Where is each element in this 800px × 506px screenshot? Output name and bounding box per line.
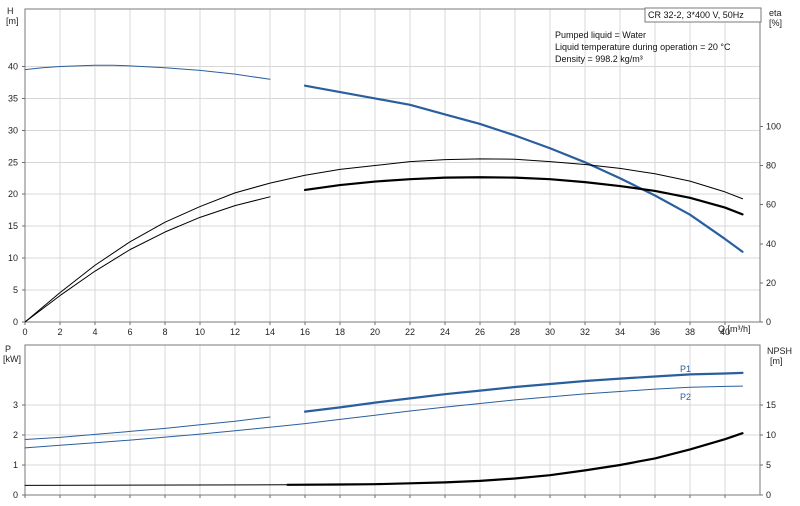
upper-x-tick-label-3: 6: [127, 327, 132, 337]
lower-panel-frame: [24, 344, 761, 496]
lower-left-y-label-line-2: [kW]: [3, 354, 21, 364]
upper-x-tick-label-17: 34: [615, 327, 625, 337]
upper-left-y-tick-label-3: 15: [8, 221, 18, 231]
upper-x-tick-label-14: 28: [510, 327, 520, 337]
lower-right-y-tick-label-0: 0: [766, 490, 771, 500]
upper-x-tick-label-8: 16: [300, 327, 310, 337]
p2-series-label: P2: [680, 392, 691, 402]
lower-left-y-tick-label-3: 3: [13, 400, 18, 410]
upper-series-0-curve: [24, 64, 271, 80]
upper-left-y-tick-label-7: 35: [8, 93, 18, 103]
upper-left-y-label-line-1: H: [7, 6, 14, 16]
header-box: [644, 7, 762, 23]
upper-left-y-tick-label-4: 20: [8, 189, 18, 199]
upper-x-tick-label-6: 12: [230, 327, 240, 337]
upper-x-tick-label-10: 20: [370, 327, 380, 337]
upper-left-y-tick-label-1: 5: [13, 285, 18, 295]
upper-x-tick-label-4: 8: [162, 327, 167, 337]
upper-x-tick-label-1: 2: [57, 327, 62, 337]
upper-right-y-label-line-2: [%]: [769, 18, 782, 28]
upper-x-tick-label-20: 40: [720, 327, 730, 337]
lower-series-0-operating-range: [303, 371, 744, 413]
lower-left-y-tick-label-2: 2: [13, 430, 18, 440]
lower-series-2-curve: [24, 484, 288, 486]
lower-right-y-label-line-1: NPSH: [767, 346, 792, 356]
annotation-pumped-liquid: Pumped liquid = Water: [555, 30, 646, 40]
lower-right-y-tick-label-1: 5: [766, 460, 771, 470]
upper-right-y-tick-label-1: 20: [766, 278, 776, 288]
lower-right-y-label-line-2: [m]: [770, 356, 783, 366]
upper-series-layer: [24, 64, 744, 323]
lower-series-layer: [24, 371, 744, 486]
lower-left-y-tick-label-1: 1: [13, 460, 18, 470]
upper-x-tick-label-16: 32: [580, 327, 590, 337]
header-box-text: CR 32-2, 3*400 V, 50Hz: [648, 10, 744, 20]
upper-x-tick-label-11: 22: [405, 327, 415, 337]
upper-x-tick-label-7: 14: [265, 327, 275, 337]
lower-series-0-curve: [24, 416, 271, 440]
upper-right-y-tick-label-0: 0: [766, 317, 771, 327]
upper-right-y-tick-label-5: 100: [766, 121, 781, 131]
upper-x-tick-label-5: 10: [195, 327, 205, 337]
upper-left-y-tick-label-0: 0: [13, 317, 18, 327]
annotation-liquid-temperature: Liquid temperature during operation = 20…: [555, 42, 731, 52]
upper-left-y-tick-label-6: 30: [8, 125, 18, 135]
upper-x-tick-label-13: 26: [475, 327, 485, 337]
lower-right-y-tick-label-3: 15: [766, 400, 776, 410]
upper-x-axis-label: Q [m³/h]: [718, 324, 751, 334]
upper-series-2-operating-range: [303, 176, 744, 216]
lower-series-1-curve: [24, 385, 743, 449]
lower-right-y-tick-label-2: 10: [766, 430, 776, 440]
upper-tick-layer: 0 2 4 6 8 10 12 14 16 18 20 22 24 26 28 30 32 34 36 38 40051…: [8, 61, 781, 337]
upper-series-0-operating-range: [303, 84, 744, 253]
lower-tick-layer: 0 1 2 3 0 5 10 15: [13, 400, 776, 500]
lower-series-2-operating-range: [286, 432, 744, 486]
upper-x-tick-label-19: 38: [685, 327, 695, 337]
upper-left-y-tick-label-5: 25: [8, 157, 18, 167]
upper-right-y-tick-label-4: 80: [766, 161, 776, 171]
upper-x-tick-label-0: 0: [22, 327, 27, 337]
upper-x-tick-label-15: 30: [545, 327, 555, 337]
lower-left-y-tick-label-0: 0: [13, 490, 18, 500]
upper-x-tick-label-2: 4: [92, 327, 97, 337]
upper-series-1-curve: [24, 158, 743, 323]
upper-series-2-curve: [24, 196, 271, 323]
upper-x-tick-label-18: 36: [650, 327, 660, 337]
upper-x-tick-label-9: 18: [335, 327, 345, 337]
upper-left-y-tick-label-2: 10: [8, 253, 18, 263]
upper-right-y-label-line-1: eta: [769, 8, 782, 18]
upper-x-tick-label-12: 24: [440, 327, 450, 337]
annotation-density: Density = 998.2 kg/m³: [555, 54, 643, 64]
p1-series-label: P1: [680, 364, 691, 374]
lower-left-y-label-line-1: P: [5, 344, 11, 354]
upper-left-y-label-line-2: [m]: [6, 16, 19, 26]
upper-left-y-tick-label-8: 40: [8, 61, 18, 71]
upper-right-y-tick-label-2: 40: [766, 239, 776, 249]
upper-right-y-tick-label-3: 60: [766, 200, 776, 210]
